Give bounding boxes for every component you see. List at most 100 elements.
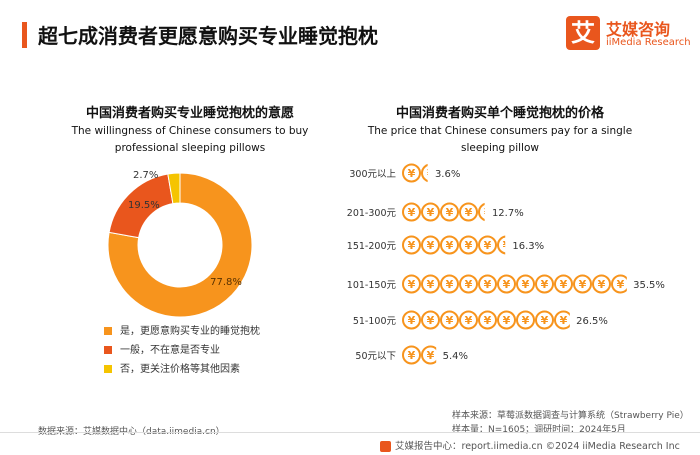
- svg-text:¥: ¥: [598, 278, 606, 291]
- category-label: 300元以上: [349, 169, 396, 180]
- svg-text:¥: ¥: [408, 239, 416, 252]
- yuan-coin-icon: ¥: [440, 310, 459, 330]
- sample-source-note: 样本来源：草莓派数据调查与计算系统（Strawberry Pie）: [452, 411, 689, 421]
- legend-item-neutral: 一般，不在意是否专业: [104, 341, 260, 360]
- svg-text:¥: ¥: [579, 278, 587, 291]
- svg-text:¥: ¥: [541, 314, 549, 327]
- svg-text:¥: ¥: [503, 278, 511, 291]
- svg-text:¥: ¥: [560, 314, 568, 327]
- yuan-coin-icon: ¥: [497, 274, 516, 294]
- yuan-coin-icon: ¥: [554, 274, 573, 294]
- svg-text:¥: ¥: [465, 206, 473, 219]
- donut-chart-subtitle: The willingness of Chinese consumers to …: [71, 125, 309, 154]
- yuan-coin-icon: ¥: [459, 310, 478, 330]
- value-label: 12.7%: [492, 208, 524, 219]
- svg-text:¥: ¥: [484, 314, 492, 327]
- logo-mark-icon: 艾: [566, 16, 600, 50]
- footer-bar: 艾媒报告中心：report.iimedia.cn ©2024 iiMedia R…: [380, 438, 680, 452]
- yuan-coin-icon: ¥: [535, 274, 554, 294]
- svg-text:¥: ¥: [541, 278, 549, 291]
- page-title: 超七成消费者更愿意购买专业睡觉抱枕: [38, 24, 378, 48]
- pictogram-chart-title: 中国消费者购买单个睡觉抱枕的价格: [395, 106, 604, 121]
- svg-text:¥: ¥: [408, 314, 416, 327]
- category-label: 51-100元: [353, 316, 397, 327]
- svg-text:¥: ¥: [484, 239, 492, 252]
- yuan-coin-icon: ¥: [440, 202, 459, 222]
- yuan-coin-icon: ¥: [421, 202, 440, 222]
- category-label: 50元以下: [355, 351, 396, 362]
- donut-legend: 是，更愿意购买专业的睡觉抱枕 一般，不在意是否专业 否，更关注价格等其他因素: [104, 322, 260, 379]
- yuan-coin-icon: ¥: [402, 345, 421, 365]
- value-label: 35.5%: [633, 280, 665, 291]
- yuan-coin-icon: ¥: [459, 274, 478, 294]
- svg-text:¥: ¥: [446, 314, 454, 327]
- yuan-coin-icon: ¥: [440, 235, 459, 255]
- legend-item-no: 否，更关注价格等其他因素: [104, 360, 260, 379]
- title-accent-bar: [22, 22, 27, 48]
- yuan-coin-icon: ¥: [402, 310, 421, 330]
- svg-text:¥: ¥: [465, 239, 473, 252]
- svg-text:¥: ¥: [503, 239, 511, 252]
- value-label: 5.4%: [443, 351, 468, 362]
- legend-swatch: [104, 346, 112, 354]
- yuan-coin-icon: ¥: [478, 202, 492, 222]
- svg-text:¥: ¥: [427, 314, 435, 327]
- yuan-coin-icon: ¥: [402, 235, 421, 255]
- sample-size-note: 样本量：N=1605；调研时间：2024年5月: [452, 425, 626, 435]
- svg-text:¥: ¥: [503, 314, 511, 327]
- svg-text:¥: ¥: [560, 278, 568, 291]
- logo-name-cn: 艾媒咨询: [606, 20, 671, 39]
- report-center-icon: [380, 441, 391, 452]
- slice-label: 2.7%: [133, 170, 158, 181]
- iimedia-logo: 艾 艾媒咨询 iiMedia Research: [566, 14, 691, 54]
- legend-swatch: [104, 365, 112, 373]
- yuan-coin-icon: ¥: [421, 345, 437, 365]
- value-label: 3.6%: [435, 169, 460, 180]
- yuan-coin-icon: ¥: [402, 202, 421, 222]
- slice-label: 19.5%: [128, 200, 160, 211]
- yuan-coin-icon: ¥: [478, 274, 497, 294]
- yuan-coin-icon: ¥: [592, 274, 611, 294]
- yuan-coin-icon: ¥: [554, 310, 570, 330]
- yuan-coin-icon: ¥: [478, 310, 497, 330]
- pictogram-chart-subtitle: The price that Chinese consumers pay for…: [367, 125, 633, 154]
- svg-text:¥: ¥: [484, 278, 492, 291]
- svg-text:¥: ¥: [484, 206, 492, 219]
- data-source-note: 数据来源：艾媒数据中心（data.iimedia.cn）: [38, 427, 225, 437]
- legend-label: 是，更愿意购买专业的睡觉抱枕: [120, 326, 260, 337]
- yuan-coin-icon: ¥: [611, 274, 627, 294]
- svg-text:¥: ¥: [446, 278, 454, 291]
- yuan-coin-icon: ¥: [421, 310, 440, 330]
- svg-text:¥: ¥: [465, 278, 473, 291]
- svg-text:¥: ¥: [522, 314, 530, 327]
- svg-text:¥: ¥: [408, 206, 416, 219]
- svg-text:¥: ¥: [427, 278, 435, 291]
- svg-text:¥: ¥: [446, 239, 454, 252]
- yuan-coin-icon: ¥: [421, 235, 440, 255]
- legend-label: 一般，不在意是否专业: [120, 345, 220, 356]
- svg-text:¥: ¥: [427, 239, 435, 252]
- donut-slice: [167, 172, 181, 205]
- category-label: 101-150元: [347, 280, 397, 291]
- logo-name-en: iiMedia Research: [606, 37, 691, 48]
- yuan-coin-icon: ¥: [459, 235, 478, 255]
- svg-text:¥: ¥: [408, 278, 416, 291]
- svg-text:¥: ¥: [427, 167, 435, 180]
- svg-text:¥: ¥: [522, 278, 530, 291]
- slice-label: 77.8%: [210, 277, 242, 288]
- svg-text:¥: ¥: [427, 206, 435, 219]
- yuan-coin-icon: ¥: [402, 274, 421, 294]
- svg-text:¥: ¥: [465, 314, 473, 327]
- svg-text:¥: ¥: [427, 349, 435, 362]
- yuan-coin-icon: ¥: [421, 163, 435, 183]
- footer-bar-text: 艾媒报告中心：report.iimedia.cn ©2024 iiMedia R…: [395, 441, 680, 452]
- yuan-coin-icon: ¥: [573, 274, 592, 294]
- yuan-coin-icon: ¥: [440, 274, 459, 294]
- yuan-coin-icon: ¥: [478, 235, 497, 255]
- svg-text:¥: ¥: [408, 349, 416, 362]
- legend-item-yes: 是，更愿意购买专业的睡觉抱枕: [104, 322, 260, 341]
- svg-text:¥: ¥: [617, 278, 625, 291]
- yuan-coin-icon: ¥: [497, 235, 511, 255]
